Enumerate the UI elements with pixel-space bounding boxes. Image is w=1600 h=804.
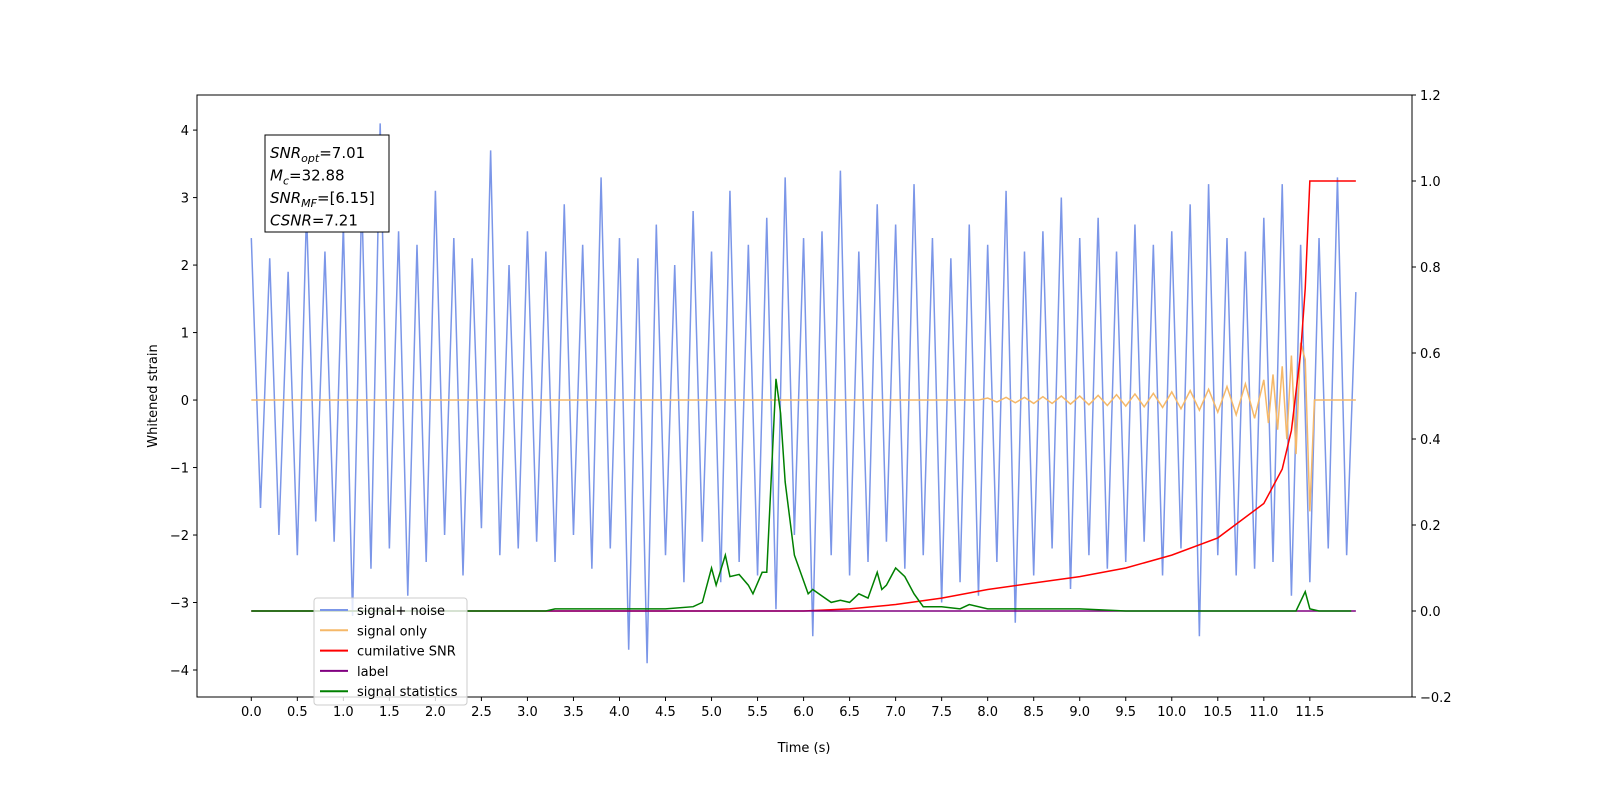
y-tick-label: 1 [181,327,189,342]
y-tick-label: 0 [181,394,189,409]
x-tick-label: 0.5 [287,705,308,720]
y2-tick-label: 0.6 [1420,347,1441,362]
x-axis-label: Time (s) [777,741,831,756]
legend-label: cumilative SNR [357,645,456,660]
legend-box [313,597,468,706]
y-tick-label: −1 [170,462,189,477]
x-tick-label: 2.0 [425,705,446,720]
x-tick-label: 7.5 [931,705,952,720]
y2-tick-label: 1.2 [1420,89,1441,104]
series-line [251,180,1356,612]
annotation-main: CSNR [270,212,312,230]
legend-label: label [357,665,388,680]
legend-label: signal+ noise [357,604,445,619]
x-tick-label: 10.5 [1203,705,1232,720]
x-tick-label: 6.0 [793,705,814,720]
x-tick-label: 10.0 [1157,705,1186,720]
x-tick-label: 0.0 [241,705,262,720]
annotation-rest: =[6.15] [317,189,375,207]
series-line [251,378,1352,612]
annotation-rest: =7.01 [319,144,365,162]
annotation-rest: =32.88 [289,167,345,185]
x-tick-label: 1.5 [379,705,400,720]
x-tick-label: 3.0 [517,705,538,720]
legend-label: signal statistics [357,685,458,700]
annotation-text: SNRopt=7.01 [270,144,365,165]
y-tick-label: 4 [181,124,189,139]
y-tick-label: 3 [181,192,189,207]
annotation-rest: =7.21 [312,212,358,230]
annotation-main: SNR [270,144,301,162]
series-line [251,342,1356,512]
x-tick-label: 8.0 [977,705,998,720]
x-tick-label: 4.0 [609,705,630,720]
x-tick-label: 5.0 [701,705,722,720]
y-tick-label: −4 [170,664,189,679]
x-tick-label: 8.5 [1023,705,1044,720]
x-tick-label: 1.0 [333,705,354,720]
y-tick-label: 2 [181,259,189,274]
annotation-main: SNR [270,189,301,207]
x-tick-label: 6.5 [839,705,860,720]
y2-tick-label: 0.0 [1420,605,1441,620]
y2-tick-label: 0.2 [1420,519,1441,534]
annotation-text: Mc=32.88 [270,167,345,188]
y-axis-label: Whitened strain [146,344,161,447]
y2-tick-label: 0.4 [1420,433,1441,448]
legend-label: signal only [357,624,427,639]
x-tick-label: 7.0 [885,705,906,720]
x-tick-label: 2.5 [471,705,492,720]
x-tick-label: 9.5 [1115,705,1136,720]
x-tick-label: 3.5 [563,705,584,720]
annotation-sub: opt [301,152,320,165]
annotation-sub: c [283,175,289,188]
x-tick-label: 11.5 [1295,705,1324,720]
plot-frame [196,94,1413,698]
x-tick-label: 9.0 [1069,705,1090,720]
y2-tick-label: −0.2 [1420,691,1452,706]
x-tick-label: 11.0 [1249,705,1278,720]
x-tick-label: 4.5 [655,705,676,720]
annotation-main: M [270,167,283,185]
y-tick-label: −2 [170,529,189,544]
y2-tick-label: 0.8 [1420,261,1441,276]
annotation-text: CSNR=7.21 [270,212,358,230]
annotation-box [264,134,390,233]
annotation-sub: MF [301,197,317,210]
x-tick-label: 5.5 [747,705,768,720]
y-tick-label: −3 [170,597,189,612]
series-line [250,123,1357,664]
annotation-text: SNRMF=[6.15] [270,189,375,210]
y2-tick-label: 1.0 [1420,175,1441,190]
